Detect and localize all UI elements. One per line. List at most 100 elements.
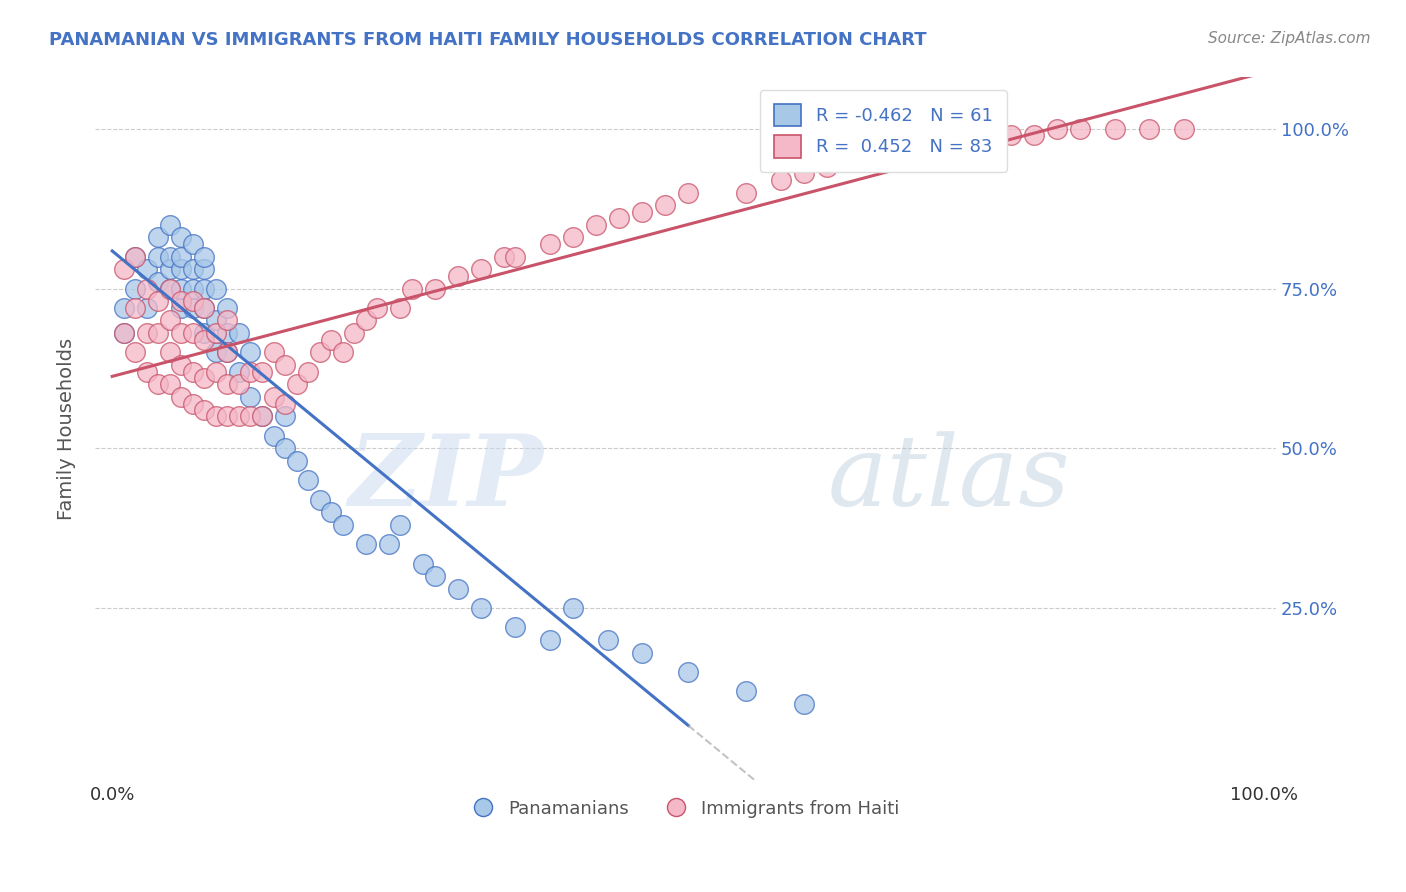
Point	[205, 345, 228, 359]
Point	[181, 236, 204, 251]
Point	[135, 326, 157, 341]
Point	[678, 665, 700, 680]
Point	[815, 160, 838, 174]
Point	[263, 390, 285, 404]
Point	[654, 198, 676, 212]
Point	[181, 294, 204, 309]
Point	[631, 204, 654, 219]
Point	[228, 326, 250, 341]
Point	[505, 620, 527, 634]
Point	[170, 301, 193, 315]
Point	[274, 409, 297, 424]
Point	[135, 301, 157, 315]
Point	[193, 333, 215, 347]
Point	[562, 230, 585, 244]
Point	[297, 365, 319, 379]
Point	[181, 365, 204, 379]
Point	[170, 281, 193, 295]
Point	[470, 262, 492, 277]
Point	[354, 537, 377, 551]
Point	[135, 281, 157, 295]
Point	[321, 333, 343, 347]
Point	[366, 301, 388, 315]
Text: Source: ZipAtlas.com: Source: ZipAtlas.com	[1208, 31, 1371, 46]
Point	[239, 365, 262, 379]
Point	[492, 250, 515, 264]
Point	[1046, 121, 1069, 136]
Point	[274, 442, 297, 456]
Point	[159, 345, 181, 359]
Point	[239, 345, 262, 359]
Point	[148, 294, 170, 309]
Point	[377, 537, 399, 551]
Point	[470, 601, 492, 615]
Point	[193, 262, 215, 277]
Point	[354, 313, 377, 327]
Point	[228, 365, 250, 379]
Y-axis label: Family Households: Family Households	[58, 338, 76, 520]
Point	[148, 250, 170, 264]
Point	[159, 377, 181, 392]
Point	[205, 365, 228, 379]
Point	[907, 141, 929, 155]
Text: ZIP: ZIP	[349, 430, 544, 526]
Point	[159, 313, 181, 327]
Point	[193, 250, 215, 264]
Point	[170, 326, 193, 341]
Point	[389, 301, 412, 315]
Point	[285, 377, 308, 392]
Point	[181, 301, 204, 315]
Point	[263, 345, 285, 359]
Point	[274, 397, 297, 411]
Point	[148, 230, 170, 244]
Point	[1000, 128, 1022, 142]
Point	[170, 390, 193, 404]
Point	[412, 557, 434, 571]
Point	[239, 390, 262, 404]
Point	[124, 345, 146, 359]
Point	[977, 135, 1000, 149]
Point	[423, 569, 446, 583]
Point	[159, 218, 181, 232]
Point	[447, 582, 470, 596]
Point	[423, 281, 446, 295]
Point	[124, 250, 146, 264]
Point	[884, 153, 907, 168]
Point	[631, 646, 654, 660]
Point	[135, 365, 157, 379]
Point	[159, 281, 181, 295]
Point	[159, 250, 181, 264]
Point	[1069, 121, 1091, 136]
Point	[239, 409, 262, 424]
Point	[596, 633, 619, 648]
Point	[124, 301, 146, 315]
Point	[1173, 121, 1195, 136]
Point	[217, 313, 239, 327]
Point	[148, 275, 170, 289]
Point	[193, 301, 215, 315]
Point	[112, 326, 135, 341]
Point	[148, 326, 170, 341]
Point	[1104, 121, 1126, 136]
Point	[112, 326, 135, 341]
Point	[193, 281, 215, 295]
Point	[735, 186, 758, 200]
Point	[170, 250, 193, 264]
Point	[1022, 128, 1045, 142]
Point	[332, 518, 354, 533]
Legend: Panamanians, Immigrants from Haiti: Panamanians, Immigrants from Haiti	[464, 792, 907, 825]
Point	[159, 262, 181, 277]
Point	[735, 684, 758, 698]
Point	[562, 601, 585, 615]
Point	[228, 409, 250, 424]
Point	[181, 326, 204, 341]
Point	[953, 135, 976, 149]
Point	[193, 301, 215, 315]
Point	[793, 166, 815, 180]
Point	[343, 326, 366, 341]
Point	[769, 173, 792, 187]
Point	[181, 281, 204, 295]
Point	[308, 492, 330, 507]
Point	[193, 326, 215, 341]
Point	[159, 281, 181, 295]
